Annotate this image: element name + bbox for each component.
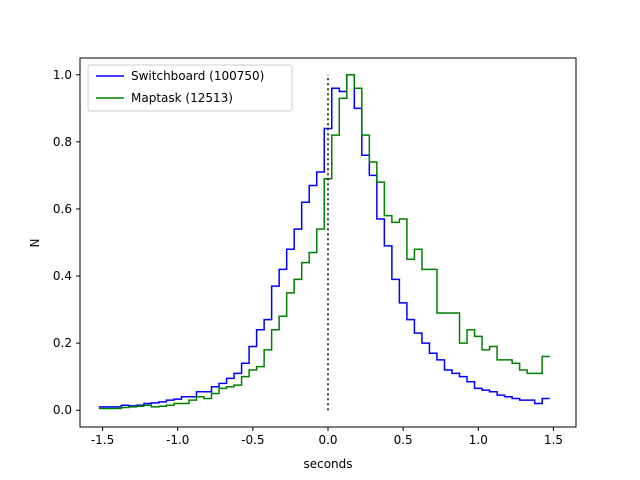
series-line-2 [98, 74, 550, 410]
legend-box [87, 64, 293, 112]
axes: -1.5 -1.0 -0.5 0.0 0.5 1.0 1.5 0.0 0.2 0.4 0.6 0.8 1… [53, 57, 577, 447]
x-tick-label: 1.5 [544, 433, 563, 447]
x-tick-label: -0.5 [241, 433, 264, 447]
legend-label-1: Switchboard (100750) [131, 69, 264, 83]
plot-area [98, 74, 550, 411]
x-tick-label: -1.5 [91, 433, 114, 447]
x-tick-label: 0.0 [318, 433, 337, 447]
x-tick-label: -1.0 [166, 433, 189, 447]
legend: Switchboard (100750) Maptask (12513) [87, 64, 293, 112]
y-tick-label: 1.0 [53, 68, 72, 82]
y-tick-label: 0.2 [53, 336, 72, 350]
x-tick-label: 1.0 [469, 433, 488, 447]
y-tick-label: 0.6 [53, 202, 72, 216]
series-line-1 [98, 74, 550, 408]
x-tick-label: 0.5 [394, 433, 413, 447]
y-tick-label: 0.4 [53, 269, 72, 283]
x-axis-label: seconds [303, 457, 352, 471]
y-tick-label: 0.0 [53, 403, 72, 417]
y-tick-label: 0.8 [53, 135, 72, 149]
legend-label-2: Maptask (12513) [131, 91, 233, 105]
y-axis-label: N [28, 239, 42, 248]
